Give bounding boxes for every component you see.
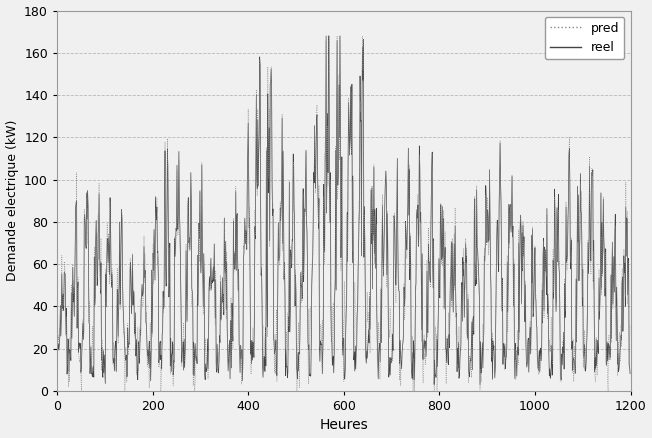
Legend: pred, reel: pred, reel xyxy=(544,17,625,59)
Line: reel: reel xyxy=(57,36,630,385)
pred xyxy=(130,287,138,293)
reel xyxy=(53,360,61,365)
Line: pred: pred xyxy=(57,36,630,391)
reel xyxy=(430,382,438,387)
reel xyxy=(355,244,363,249)
Y-axis label: Demande electrique (kW): Demande electrique (kW) xyxy=(6,120,18,281)
pred xyxy=(325,33,333,39)
pred xyxy=(246,357,254,363)
X-axis label: Heures: Heures xyxy=(319,418,368,432)
reel xyxy=(246,290,254,295)
pred xyxy=(355,199,363,204)
pred xyxy=(367,195,375,201)
reel xyxy=(302,180,310,186)
reel xyxy=(626,371,634,376)
pred xyxy=(150,234,158,239)
reel xyxy=(129,303,137,308)
pred xyxy=(53,372,61,377)
pred xyxy=(626,323,634,328)
pred xyxy=(302,149,310,155)
reel xyxy=(322,33,330,39)
reel xyxy=(150,268,158,273)
reel xyxy=(366,266,374,271)
pred xyxy=(78,388,85,393)
